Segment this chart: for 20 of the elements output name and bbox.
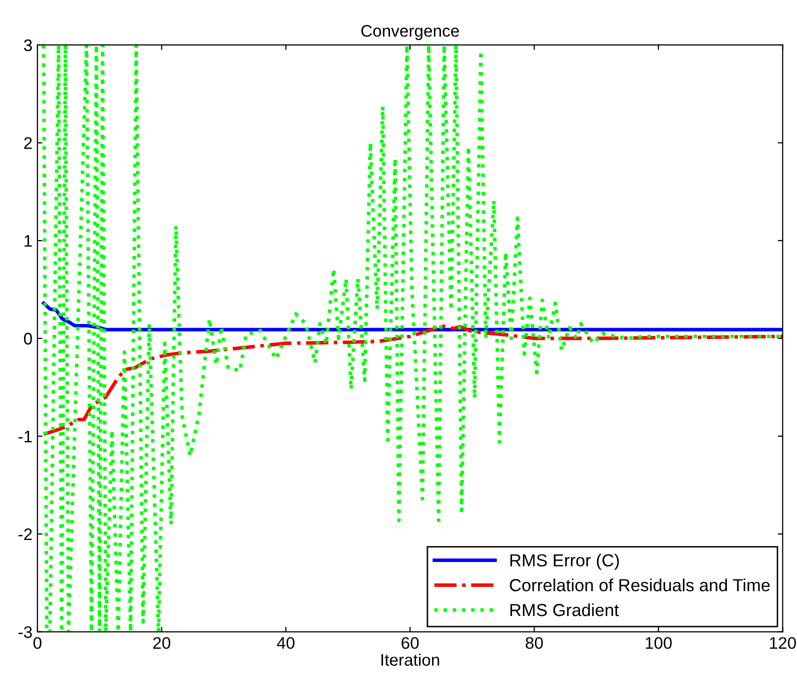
y-tick-label: 3 bbox=[24, 39, 32, 52]
line-series bbox=[42, 324, 783, 436]
y-tick-label: -2 bbox=[18, 528, 32, 540]
y-tick-label: -3 bbox=[18, 626, 32, 638]
legend-label: Correlation of Residuals and Time bbox=[510, 578, 770, 592]
x-tick-label: 60 bbox=[402, 637, 419, 649]
x-tick-label: 120 bbox=[770, 637, 796, 649]
x-tick-label: 80 bbox=[526, 637, 543, 649]
y-tick-label: -1 bbox=[18, 430, 32, 442]
x-tick-label: 20 bbox=[153, 637, 170, 649]
chart-title: Convergence bbox=[361, 25, 459, 40]
x-tick-label: 0 bbox=[33, 637, 42, 649]
x-axis-title: Iteration bbox=[381, 654, 440, 666]
legend-label: RMS Error (C) bbox=[510, 554, 619, 570]
x-tick-label: 100 bbox=[646, 637, 672, 649]
y-tick-label: 1 bbox=[24, 235, 32, 247]
y-tick-label: 0 bbox=[24, 332, 32, 345]
legend-label: RMS Gradient bbox=[510, 603, 619, 616]
y-tick-label: 2 bbox=[24, 137, 32, 149]
x-tick-label: 40 bbox=[276, 637, 294, 649]
